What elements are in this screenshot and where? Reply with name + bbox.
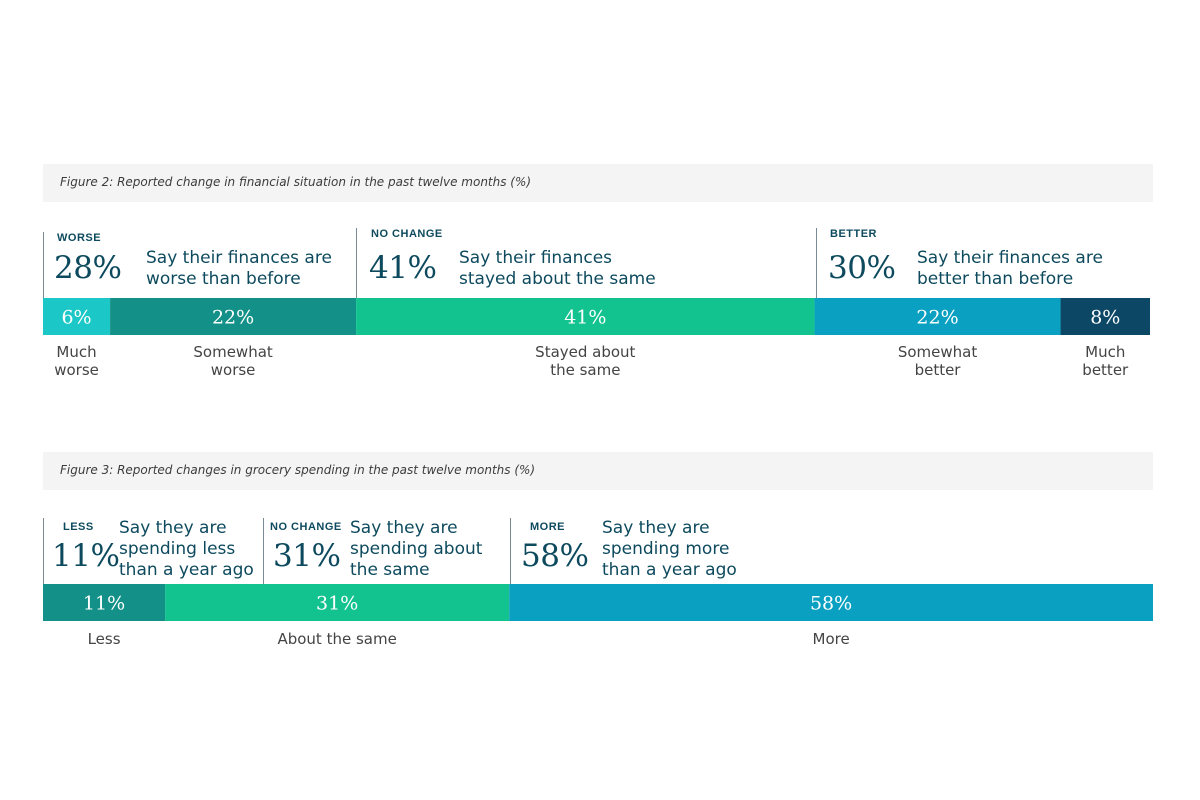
fig3-group-more-description: Say they are spending more than a year a… xyxy=(602,518,737,580)
fig2-group-worse-total: 28% xyxy=(54,250,122,286)
fig3-group-no-change: NO CHANGE 31% Say they are spending abou… xyxy=(263,518,508,584)
fig3-category-label-0: Less xyxy=(87,630,121,648)
fig3-category-label-1: About the same xyxy=(277,630,397,648)
fig3-group-no-change-label: NO CHANGE xyxy=(270,521,342,533)
fig3-bar-value-label-2: 58% xyxy=(810,593,852,615)
fig2-group-better-total: 30% xyxy=(828,250,896,286)
fig3-group-no-change-description: Say they are spending about the same xyxy=(350,518,483,580)
fig2-group-no-change-label: NO CHANGE xyxy=(371,228,443,240)
figure-3-caption-box: Figure 3: Reported changes in grocery sp… xyxy=(43,452,1153,490)
fig2-bar-segment-3 xyxy=(814,298,1061,335)
fig2-group-better-label: BETTER xyxy=(830,228,877,240)
fig2-bar-value-label-4: 8% xyxy=(1090,307,1120,329)
fig3-bar-segment-2 xyxy=(509,584,1153,621)
fig3-group-less-label: LESS xyxy=(63,521,94,533)
fig2-group-no-change-total: 41% xyxy=(369,250,437,286)
fig2-bar-value-label-3: 22% xyxy=(916,307,958,329)
figure-3-title: Figure 3: Reported changes in grocery sp… xyxy=(60,463,536,477)
fig2-bar-segment-0 xyxy=(43,298,111,335)
fig2-bar-segment-1 xyxy=(110,298,357,335)
fig2-group-no-change: NO CHANGE 41% Say their finances stayed … xyxy=(356,228,815,298)
fig2-category-label-1: Somewhat worse xyxy=(193,343,273,379)
fig3-category-label-2: More xyxy=(812,630,850,648)
fig3-group-no-change-total: 31% xyxy=(273,538,341,574)
fig3-bar-value-label-0: 11% xyxy=(83,593,125,615)
fig3-group-more-label: MORE xyxy=(530,521,565,533)
fig3-group-more: MORE 58% Say they are spending more than… xyxy=(510,518,1151,584)
fig2-bar-value-label-0: 6% xyxy=(61,307,91,329)
fig2-bar-value-label-2: 41% xyxy=(564,307,606,329)
fig2-group-worse-label: WORSE xyxy=(57,232,102,244)
fig3-bar-segment-0 xyxy=(43,584,166,621)
fig2-group-better: BETTER 30% Say their finances are better… xyxy=(816,228,1151,298)
fig3-bar-segment-1 xyxy=(165,584,510,621)
fig2-group-worse-description: Say their finances are worse than before xyxy=(146,248,332,289)
fig2-category-label-0: Much worse xyxy=(54,343,99,379)
fig3-group-less: LESS 11% Say they are spending less than… xyxy=(43,518,262,584)
fig2-group-no-change-description: Say their finances stayed about the same xyxy=(459,248,656,289)
fig2-category-label-4: Much better xyxy=(1082,343,1129,379)
fig3-group-more-total: 58% xyxy=(521,538,589,574)
fig3-bar-value-label-1: 31% xyxy=(316,593,358,615)
figure-2-title: Figure 2: Reported change in financial s… xyxy=(60,175,532,189)
fig3-group-less-total: 11% xyxy=(52,538,120,574)
figure-2-caption-box: Figure 2: Reported change in financial s… xyxy=(43,164,1153,202)
fig2-bar-segment-2 xyxy=(356,298,815,335)
fig2-bar-segment-4 xyxy=(1060,298,1150,335)
fig2-group-better-description: Say their finances are better than befor… xyxy=(917,248,1103,289)
fig3-group-less-description: Say they are spending less than a year a… xyxy=(119,518,254,580)
fig2-category-label-2: Stayed about the same xyxy=(535,343,636,379)
fig2-category-label-3: Somewhat better xyxy=(897,343,978,379)
fig2-bar-value-label-1: 22% xyxy=(212,307,254,329)
fig2-group-worse: WORSE 28% Say their finances are worse t… xyxy=(43,232,356,298)
